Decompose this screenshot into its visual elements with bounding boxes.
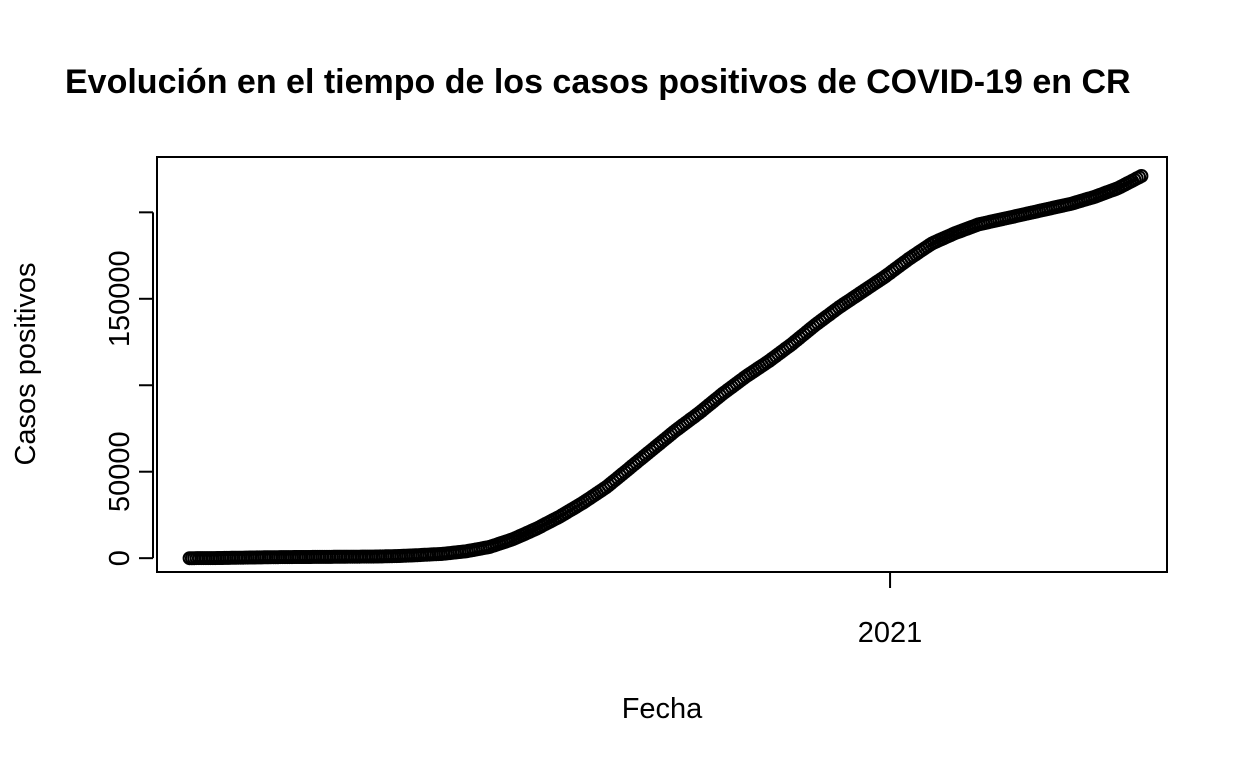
y-tick-label: 50000: [104, 431, 136, 512]
x-tick-label: 2021: [858, 617, 923, 649]
y-axis-label: Casos positivos: [10, 262, 42, 465]
x-axis: 2021: [858, 572, 923, 649]
data-points: [182, 169, 1149, 566]
data-point: [1134, 169, 1149, 183]
chart-title: Evolución en el tiempo de los casos posi…: [65, 63, 1131, 101]
y-tick-label: 150000: [104, 250, 136, 347]
y-axis: 0 50000 150000: [104, 211, 154, 566]
x-axis-label: Fecha: [622, 693, 703, 725]
plot-frame: [156, 156, 1168, 573]
y-tick-label: 0: [104, 550, 136, 566]
